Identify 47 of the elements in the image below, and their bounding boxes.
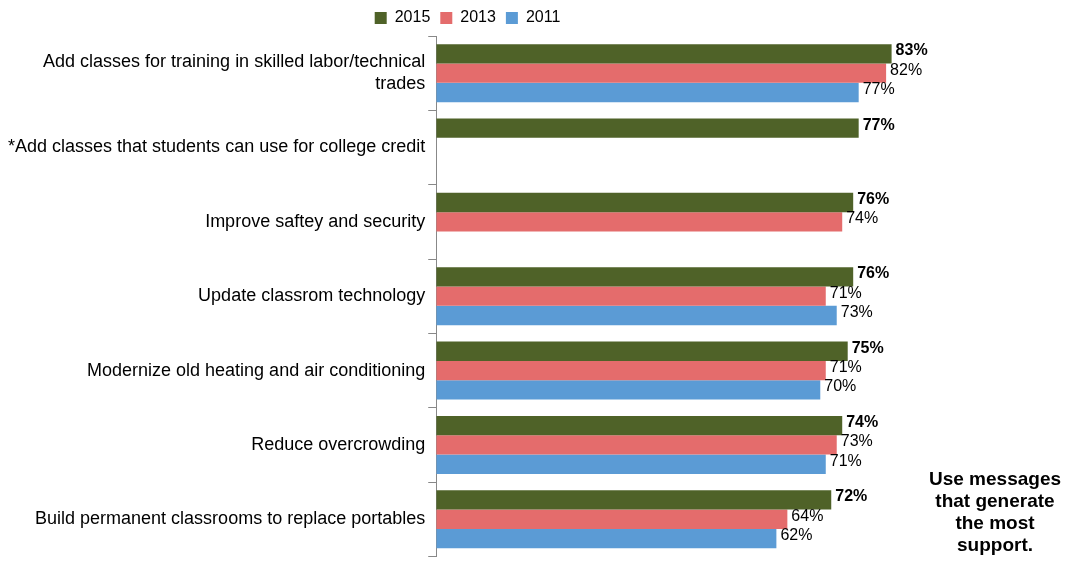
- bar: [436, 286, 826, 306]
- bar: [436, 212, 843, 232]
- data-label: 74%: [846, 412, 879, 430]
- y-tick-label: *Add classes that students can use for college credit: [8, 136, 426, 157]
- data-label: 82%: [890, 60, 923, 78]
- data-label: 77%: [862, 79, 895, 97]
- bar: [436, 341, 848, 361]
- data-label: 83%: [895, 41, 928, 59]
- data-label: 73%: [840, 302, 873, 320]
- data-label: 62%: [780, 525, 813, 543]
- bar: [436, 267, 854, 287]
- legend-label: 2011: [525, 8, 561, 26]
- data-label: 71%: [829, 451, 862, 469]
- data-label: 72%: [835, 487, 868, 505]
- data-label: 71%: [829, 283, 862, 301]
- bar: [436, 360, 826, 381]
- data-label: 73%: [840, 432, 873, 450]
- data-label: 76%: [857, 264, 890, 282]
- bar: [436, 118, 859, 138]
- bar: [436, 82, 859, 103]
- bar: [436, 305, 837, 326]
- legend-label: 2013: [460, 8, 496, 26]
- data-label: 70%: [824, 377, 857, 395]
- y-tick-label: Update classrom technology: [198, 285, 426, 306]
- legend-label: 2015: [394, 8, 431, 26]
- y-tick-label: Modernize old heating and air conditioning: [87, 359, 426, 380]
- bar: [436, 63, 887, 83]
- y-tick-label: Reduce overcrowding: [251, 433, 426, 454]
- bar: [436, 380, 821, 400]
- bar: [436, 44, 892, 64]
- data-label: 74%: [846, 209, 879, 227]
- y-tick-label: Build permanent classrooms to replace portables: [35, 508, 426, 529]
- y-tick-label: Improve saftey and security: [205, 210, 426, 231]
- bar: [436, 415, 843, 436]
- data-label: 64%: [791, 506, 824, 524]
- bar: [436, 509, 788, 529]
- data-label: 71%: [829, 357, 862, 375]
- data-label: 77%: [862, 115, 895, 133]
- bar: [436, 435, 837, 455]
- bar: [436, 454, 826, 474]
- y-tick-label: Add classes for training in skilled labor/technical trades: [43, 51, 426, 93]
- bar: [436, 490, 832, 510]
- bar: [436, 528, 777, 549]
- bar: [436, 192, 854, 213]
- data-label: 76%: [857, 189, 890, 207]
- data-label: 75%: [851, 338, 884, 356]
- text: Use messages that generate the most support.: [928, 467, 1062, 555]
